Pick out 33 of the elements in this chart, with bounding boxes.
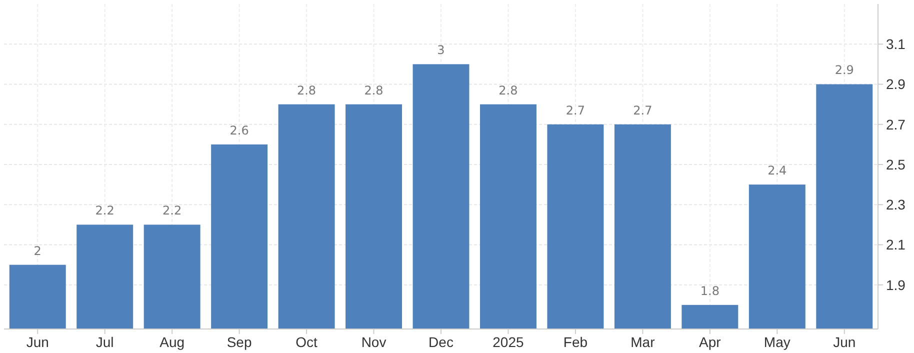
data-label: 2.7 [633,103,652,118]
data-label: 2.2 [95,204,114,218]
y-tick-label: 2.3 [886,196,906,213]
data-label: 2.9 [834,63,854,78]
data-label: 2.6 [230,123,249,138]
x-tick-label: Jun [833,334,856,350]
x-tick-label: Sep [226,334,252,350]
x-tick-label: Mar [630,334,656,350]
y-tick-label: 3.1 [886,36,906,52]
data-label: 2.4 [768,164,787,178]
data-label: 2.8 [498,83,518,98]
data-label: 2.2 [162,204,182,218]
y-tick-label: 2.9 [886,76,906,92]
data-label: 2.8 [296,83,316,98]
x-tick-label: 2025 [492,334,524,350]
data-label: 2 [34,244,42,258]
x-tick-label: Oct [296,334,318,350]
x-tick-label: Dec [428,334,454,350]
x-tick-label: Jul [96,334,114,350]
x-tick-label: Feb [563,334,588,350]
x-tick-label: Nov [361,334,386,350]
x-tick-label: Jun [26,334,49,350]
y-tick-label: 2.1 [886,236,906,253]
data-label: 2.7 [566,103,586,118]
y-tick-label: 1.9 [886,276,906,293]
x-tick-label: Aug [160,334,185,350]
y-tick-label: 2.7 [886,116,906,132]
x-tick-label: May [764,334,790,350]
data-label: 3 [437,43,445,58]
data-label: 2.8 [364,83,384,98]
x-tick-label: Apr [699,334,722,350]
y-tick-label: 2.5 [886,156,906,172]
data-label: 1.8 [700,284,720,298]
